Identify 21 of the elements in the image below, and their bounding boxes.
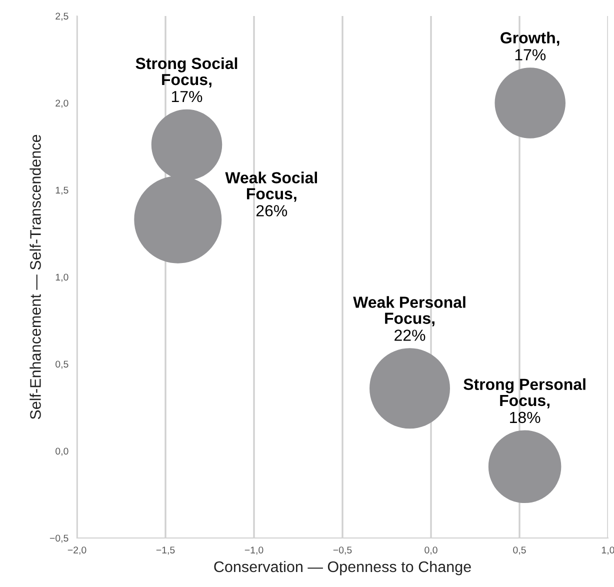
x-tick-label: 0,0 xyxy=(424,546,438,555)
y-tick-label: 1,0 xyxy=(56,274,68,282)
x-tick-label: −1,5 xyxy=(156,546,175,555)
y-tick-label: 0,0 xyxy=(56,448,68,456)
y-tick-label: 1,5 xyxy=(56,186,68,195)
x-tick-label: −2,0 xyxy=(68,546,86,555)
annotation: Strong Personal Focus, 18% xyxy=(464,378,586,424)
y-tick-label: 2,5 xyxy=(56,12,68,21)
x-tick-label: −1,0 xyxy=(244,546,264,555)
x-tick-label: 0,5 xyxy=(513,546,526,555)
annotation: Strong Social Focus, 17% xyxy=(136,57,238,102)
annotation: Weak Personal Focus, 22% xyxy=(353,296,466,341)
y-axis-title: Self-Enhancement — Self-Transcendence xyxy=(30,134,41,420)
x-axis-title: Conservation — Openness to Change xyxy=(214,560,471,576)
x-tick-label: −0,5 xyxy=(333,546,352,555)
y-tick-label: 0,5 xyxy=(56,360,68,369)
annotation: Growth, 17% xyxy=(500,32,560,60)
y-tick-label: 2,0 xyxy=(56,100,68,108)
annotation: Weak Social Focus, 26% xyxy=(225,172,317,216)
y-tick-label: −0,5 xyxy=(50,534,68,543)
x-tick-label: 1,0 xyxy=(602,546,614,555)
